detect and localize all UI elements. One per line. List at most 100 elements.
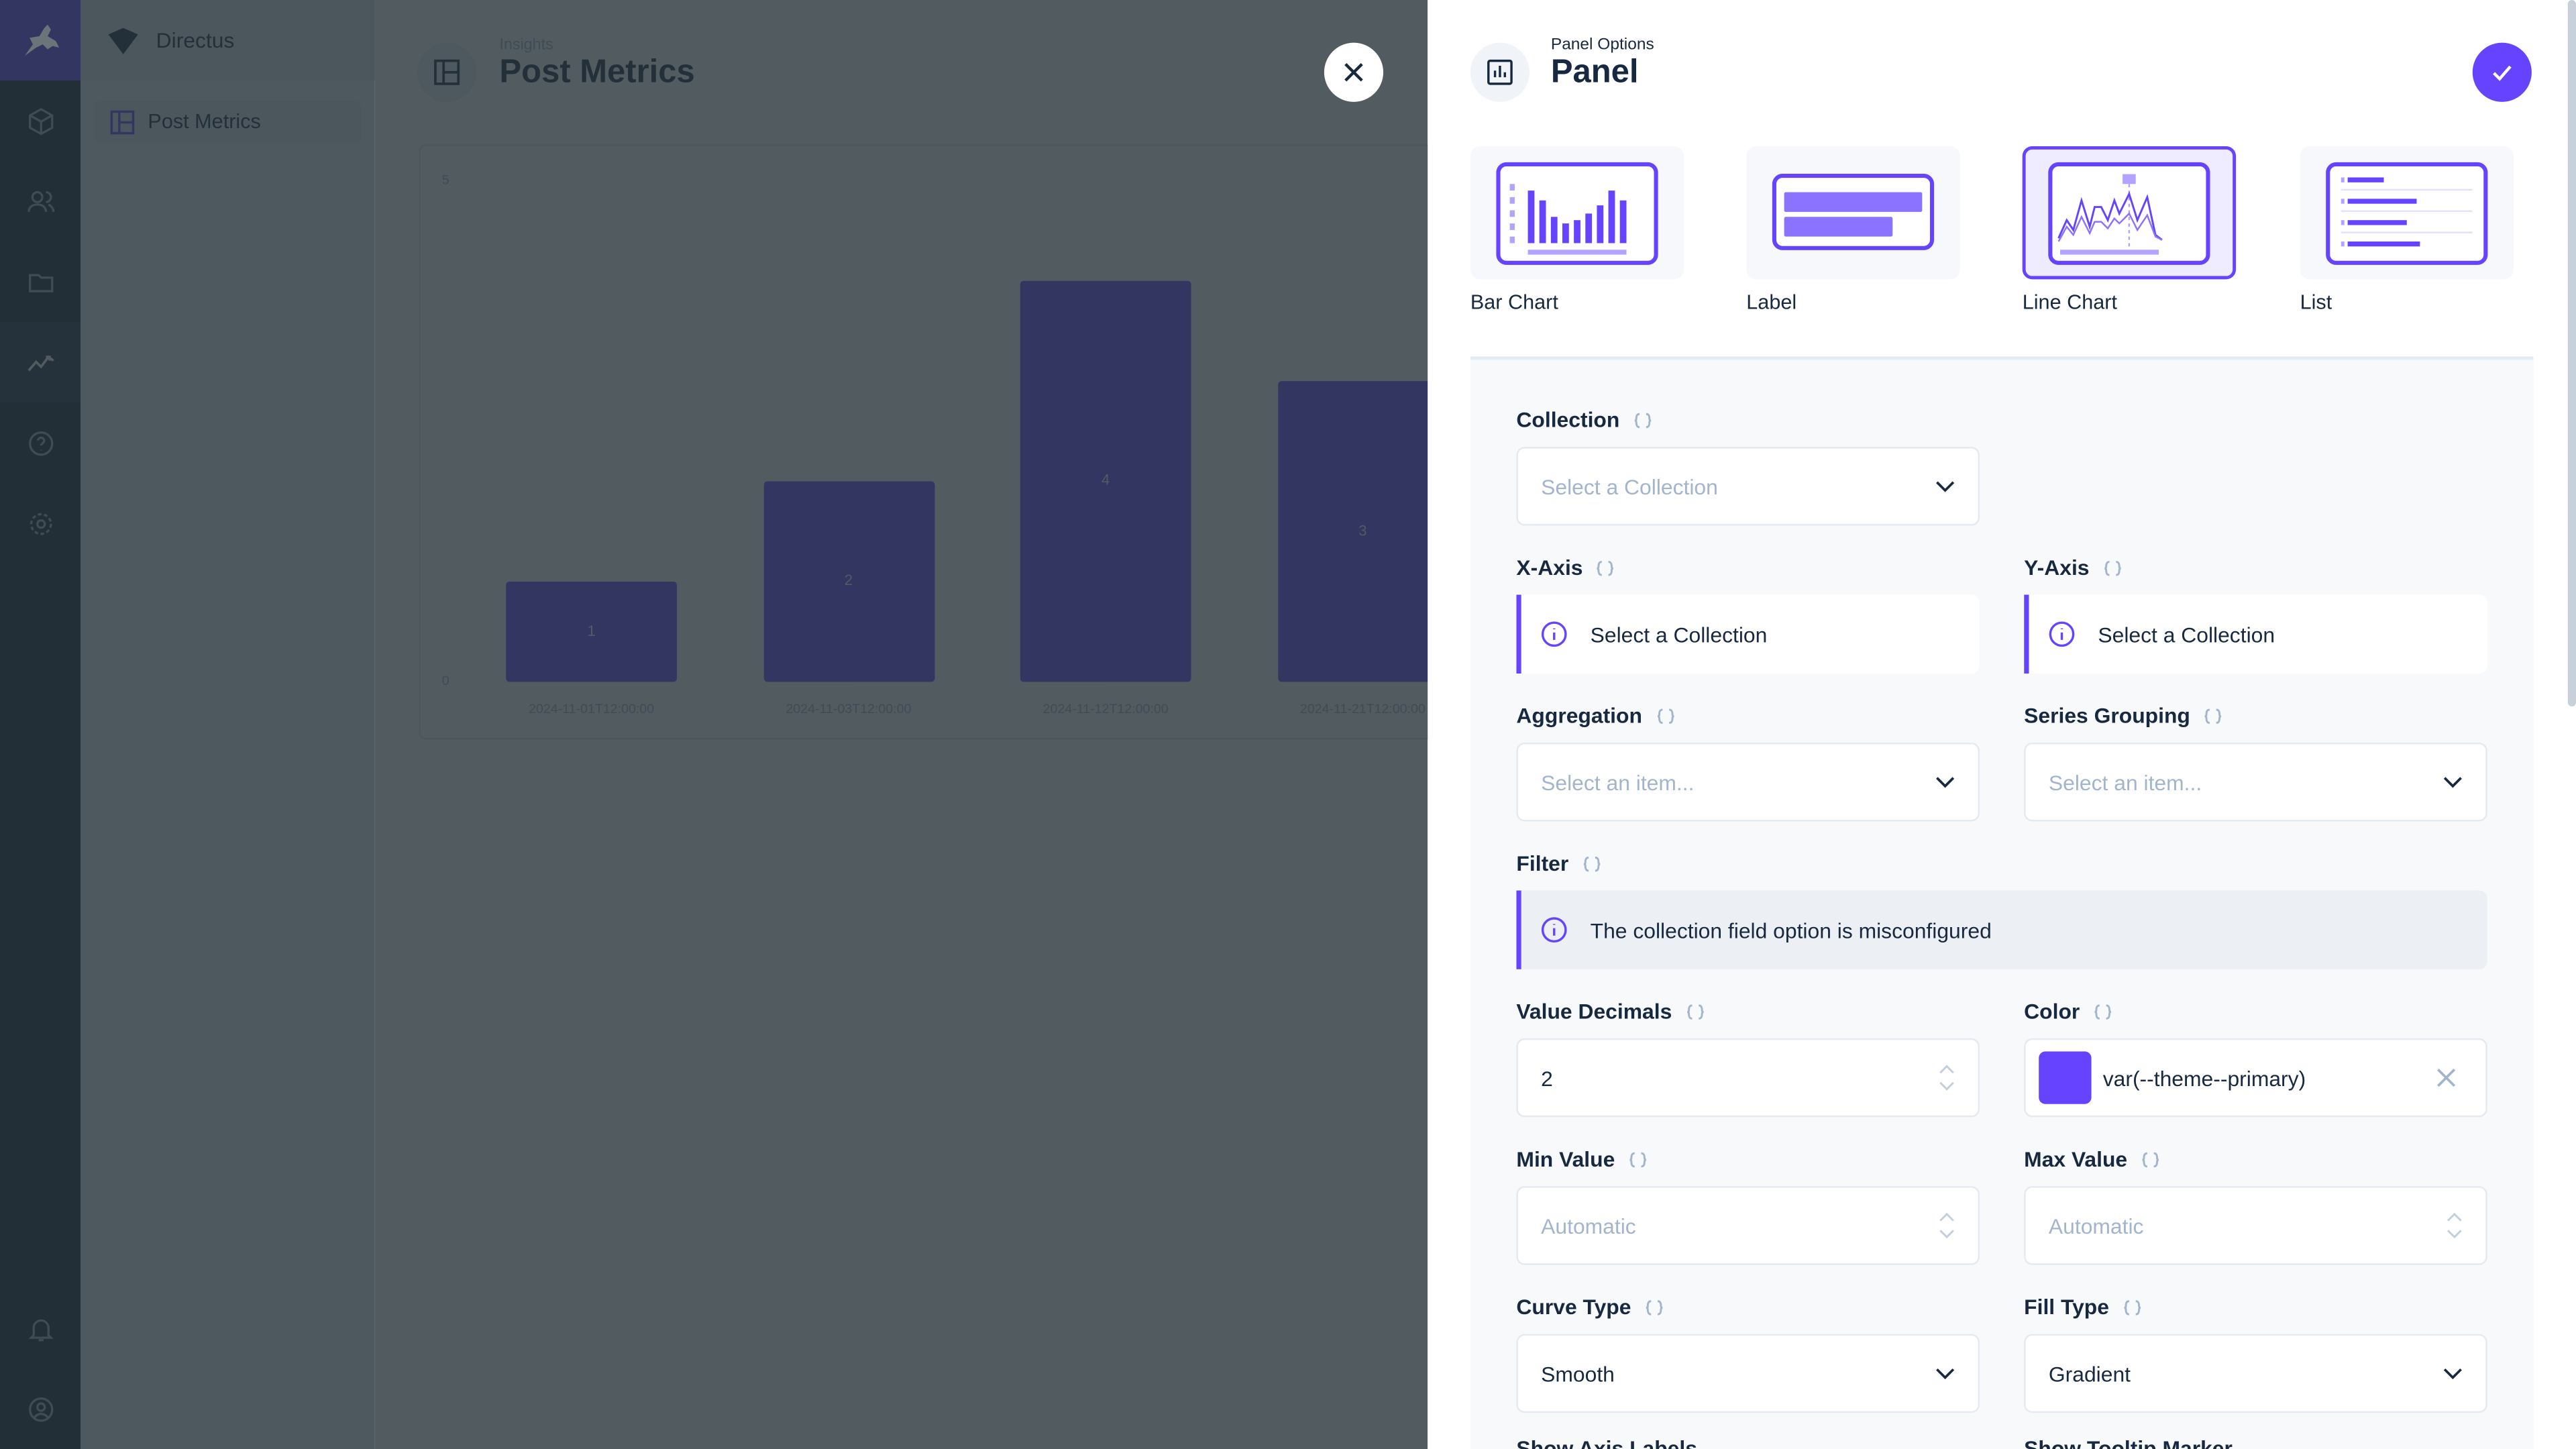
close-icon	[1344, 62, 1363, 82]
info-icon	[1541, 917, 1567, 943]
panel-type-list[interactable]	[2300, 146, 2514, 280]
x-tick-label: 2024-11-21T12:00:00	[1299, 701, 1426, 716]
project-switcher[interactable]: Directus	[80, 0, 375, 81]
bell-icon	[28, 1318, 53, 1341]
clear-icon[interactable]	[2436, 1068, 2456, 1087]
drawer-scrollbar[interactable]	[2567, 0, 2576, 707]
y-tick-label: 0	[441, 674, 449, 689]
raw-value-icon[interactable]	[1582, 855, 1601, 871]
info-icon	[1541, 621, 1567, 647]
divider	[1470, 356, 2534, 360]
header-icon	[417, 42, 477, 102]
dashboard-icon	[434, 59, 460, 85]
stepper-icon[interactable]	[1939, 1209, 1955, 1242]
x-tick-label: 2024-11-12T12:00:00	[1042, 701, 1169, 716]
label-text: Curve Type	[1516, 1294, 1631, 1320]
chart-bar[interactable]	[506, 581, 677, 682]
stepper-icon[interactable]	[1939, 1061, 1955, 1094]
cube-icon	[28, 107, 53, 135]
nav-insights[interactable]	[0, 322, 81, 403]
label-text: Y-Axis	[2024, 555, 2090, 580]
color-swatch[interactable]	[2039, 1051, 2092, 1104]
breadcrumb[interactable]: Insights	[499, 36, 553, 54]
label-preview-icon	[1772, 172, 1935, 250]
info-icon	[2049, 621, 2075, 647]
notice-text: Select a Collection	[2098, 621, 2275, 647]
help-icon	[28, 430, 53, 455]
x-tick-label: 2024-11-01T12:00:00	[529, 701, 655, 716]
y-axis-notice: Select a Collection	[2024, 594, 2487, 674]
collection-select[interactable]: Select a Collection	[1516, 447, 1980, 526]
nav-files[interactable]	[0, 241, 80, 322]
field-label-fill-type: Fill Type	[2024, 1295, 2142, 1320]
panel-options-form: Collection Select a Collection X-Axis Se…	[1470, 360, 2534, 1449]
nav-notifications[interactable]	[0, 1288, 80, 1368]
panel-type-label-widget[interactable]	[1746, 146, 1960, 280]
bar-chart-icon	[1487, 59, 1513, 85]
label-text: Value Decimals	[1516, 998, 1672, 1024]
bar-chart-panel[interactable]: 5 0 1 2024-11-01T12:00:00 2 2024-11-03T12:0…	[419, 144, 1540, 740]
chart-bar[interactable]	[1277, 381, 1448, 682]
max-value-input[interactable]: Automatic	[2024, 1186, 2487, 1265]
field-label-show-axis-labels: Show Axis Labels	[1516, 1436, 1697, 1449]
raw-value-icon[interactable]	[2093, 1003, 2112, 1019]
nav-user[interactable]	[0, 1368, 80, 1449]
chart-bar[interactable]	[1020, 280, 1191, 682]
list-preview-icon	[2326, 161, 2488, 264]
raw-value-icon[interactable]	[2203, 707, 2222, 723]
panel-type-label: Bar Chart	[1470, 290, 1558, 314]
nav-content[interactable]	[0, 80, 80, 161]
notice-text: Select a Collection	[1590, 621, 1768, 647]
field-label-min-value: Min Value	[1516, 1146, 1648, 1171]
value-decimals-input[interactable]: 2	[1516, 1038, 1980, 1118]
input-value: var(--theme--primary)	[2102, 1065, 2306, 1090]
raw-value-icon[interactable]	[2123, 1299, 2142, 1315]
save-button[interactable]	[2472, 42, 2532, 102]
panel-type-line-chart[interactable]	[2022, 146, 2237, 280]
panel-type-label: Label	[1746, 290, 1797, 314]
user-avatar-icon	[28, 1396, 53, 1421]
raw-value-icon[interactable]	[1633, 411, 1652, 427]
placeholder: Automatic	[1541, 1213, 1636, 1238]
label-text: Fill Type	[2024, 1294, 2109, 1320]
selected-value: Smooth	[1541, 1360, 1615, 1386]
label-text: Show Tooltip Marker	[2024, 1436, 2233, 1449]
bar-data-label: 3	[1358, 521, 1367, 539]
bar-chart-preview-icon	[1496, 161, 1658, 264]
fill-type-select[interactable]: Gradient	[2024, 1334, 2487, 1413]
stepper-icon[interactable]	[2447, 1209, 2463, 1242]
chart-bar[interactable]	[763, 481, 934, 682]
raw-value-icon[interactable]	[1628, 1151, 1648, 1167]
sidebar-item-label: Post Metrics	[148, 110, 261, 133]
x-axis-notice: Select a Collection	[1516, 594, 1980, 674]
min-value-input[interactable]: Automatic	[1516, 1186, 1980, 1265]
raw-value-icon[interactable]	[1644, 1299, 1664, 1315]
bar-data-label: 4	[1102, 471, 1110, 488]
drawer-subtitle: Panel Options	[1550, 36, 1654, 54]
insights-icon	[27, 354, 54, 371]
sidebar-item-post-metrics[interactable]: Post Metrics	[93, 100, 362, 144]
field-label-show-tooltip-marker: Show Tooltip Marker	[2024, 1436, 2233, 1449]
panel-type-bar-chart[interactable]	[1470, 146, 1684, 280]
series-grouping-select[interactable]: Select an item...	[2024, 742, 2487, 822]
raw-value-icon[interactable]	[1656, 707, 1675, 723]
curve-type-select[interactable]: Smooth	[1516, 1334, 1980, 1413]
close-drawer-button[interactable]	[1324, 42, 1384, 102]
nav-settings[interactable]	[0, 483, 80, 564]
color-input[interactable]: var(--theme--primary)	[2024, 1038, 2487, 1118]
navigation-sidebar: Directus Post Metrics	[80, 0, 375, 1449]
page-title: Post Metrics	[499, 54, 695, 91]
raw-value-icon[interactable]	[1685, 1003, 1705, 1019]
raw-value-icon[interactable]	[2141, 1151, 2160, 1167]
selected-value: Gradient	[2048, 1360, 2131, 1386]
nav-help[interactable]	[0, 402, 80, 483]
aggregation-select[interactable]: Select an item...	[1516, 742, 1980, 822]
directus-logo[interactable]	[0, 0, 81, 81]
placeholder: Select an item...	[2048, 769, 2202, 795]
placeholder: Automatic	[2048, 1213, 2144, 1238]
nav-users[interactable]	[0, 161, 80, 241]
filter-notice: The collection field option is misconfig…	[1516, 890, 2487, 969]
field-label-y-axis: Y-Axis	[2024, 555, 2122, 580]
raw-value-icon[interactable]	[1596, 559, 1615, 576]
raw-value-icon[interactable]	[2102, 559, 2122, 576]
